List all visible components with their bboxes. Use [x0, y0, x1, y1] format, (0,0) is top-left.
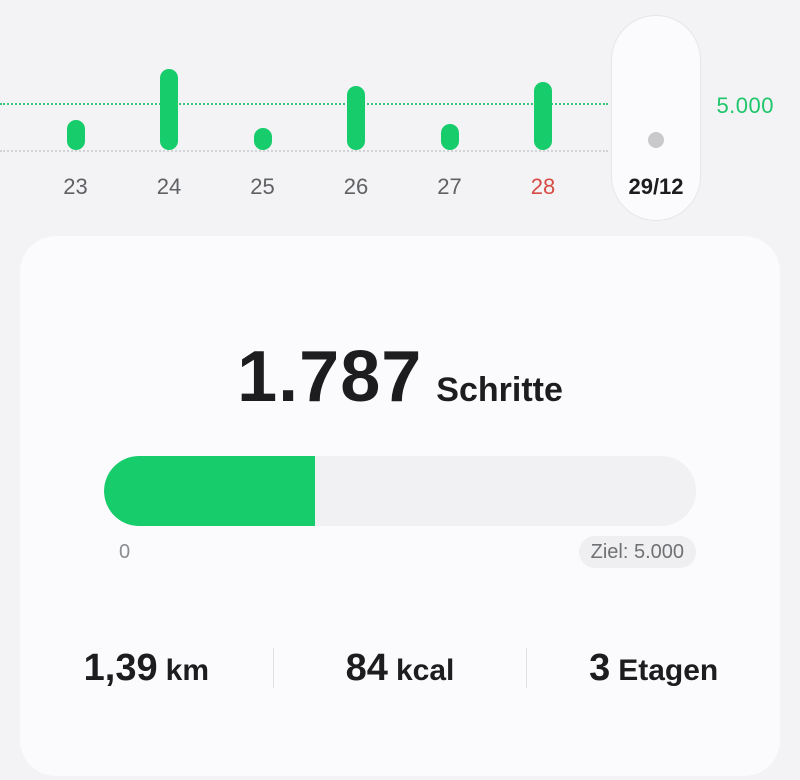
- calories-unit: kcal: [395, 653, 455, 687]
- day-label: 28: [530, 174, 556, 199]
- day-column[interactable]: 28: [513, 0, 573, 225]
- steps-value: 1.787: [237, 337, 423, 417]
- day-column[interactable]: 24: [139, 0, 199, 225]
- selected-day-dot: [648, 132, 664, 148]
- day-steps-bar: [160, 69, 178, 150]
- day-steps-bar: [66, 119, 85, 150]
- progress-min-label: 0: [119, 541, 131, 563]
- calories-value: 84: [345, 646, 388, 689]
- day-steps-bar: [534, 82, 552, 150]
- steps-total: 1.787 Schritte: [20, 336, 780, 418]
- week-steps-chart[interactable]: 5.000 22 23 24 25 26 27 28 29/12: [0, 0, 800, 225]
- day-label: 25: [250, 174, 275, 199]
- floors-value: 3: [589, 646, 611, 689]
- day-steps-bar: [347, 86, 365, 150]
- distance-unit: km: [165, 653, 209, 687]
- goal-line: [0, 103, 608, 105]
- calories-stat: 84 kcal: [274, 647, 527, 690]
- floors-unit: Etagen: [618, 653, 719, 687]
- day-column[interactable]: 23: [46, 0, 106, 225]
- day-column[interactable]: 22: [0, 0, 12, 225]
- goal-line-label: 5.000: [716, 93, 774, 118]
- day-column[interactable]: 27: [420, 0, 480, 225]
- distance-value: 1,39: [83, 646, 158, 689]
- floors-stat: 3 Etagen: [527, 647, 780, 690]
- stats-row: 1,39 km 84 kcal 3 Etagen: [20, 636, 780, 700]
- day-steps-bar: [253, 128, 272, 150]
- baseline: [0, 150, 608, 152]
- day-label: 22: [0, 174, 12, 200]
- day-column[interactable]: 25: [233, 0, 293, 225]
- day-label: 27: [437, 174, 462, 199]
- daily-summary-card: 1.787 Schritte 0 Ziel: 5.000 1,39 km 84 kca…: [20, 236, 780, 776]
- distance-stat: 1,39 km: [20, 647, 273, 690]
- stat-divider: [526, 648, 528, 688]
- day-label: 24: [156, 174, 182, 199]
- steps-progress-fill: [104, 456, 316, 526]
- day-label: 23: [63, 174, 88, 199]
- selected-day-pill[interactable]: 29/12: [612, 16, 700, 220]
- day-label: 26: [343, 174, 369, 199]
- selected-day-label: 29/12: [628, 174, 684, 199]
- day-steps-bar: [440, 123, 459, 150]
- goal-chip: Ziel: 5.000: [578, 536, 696, 568]
- day-column[interactable]: 26: [326, 0, 386, 225]
- steps-progress-bar: [104, 456, 696, 526]
- steps-unit: Schritte: [436, 371, 563, 409]
- stat-divider: [272, 648, 274, 688]
